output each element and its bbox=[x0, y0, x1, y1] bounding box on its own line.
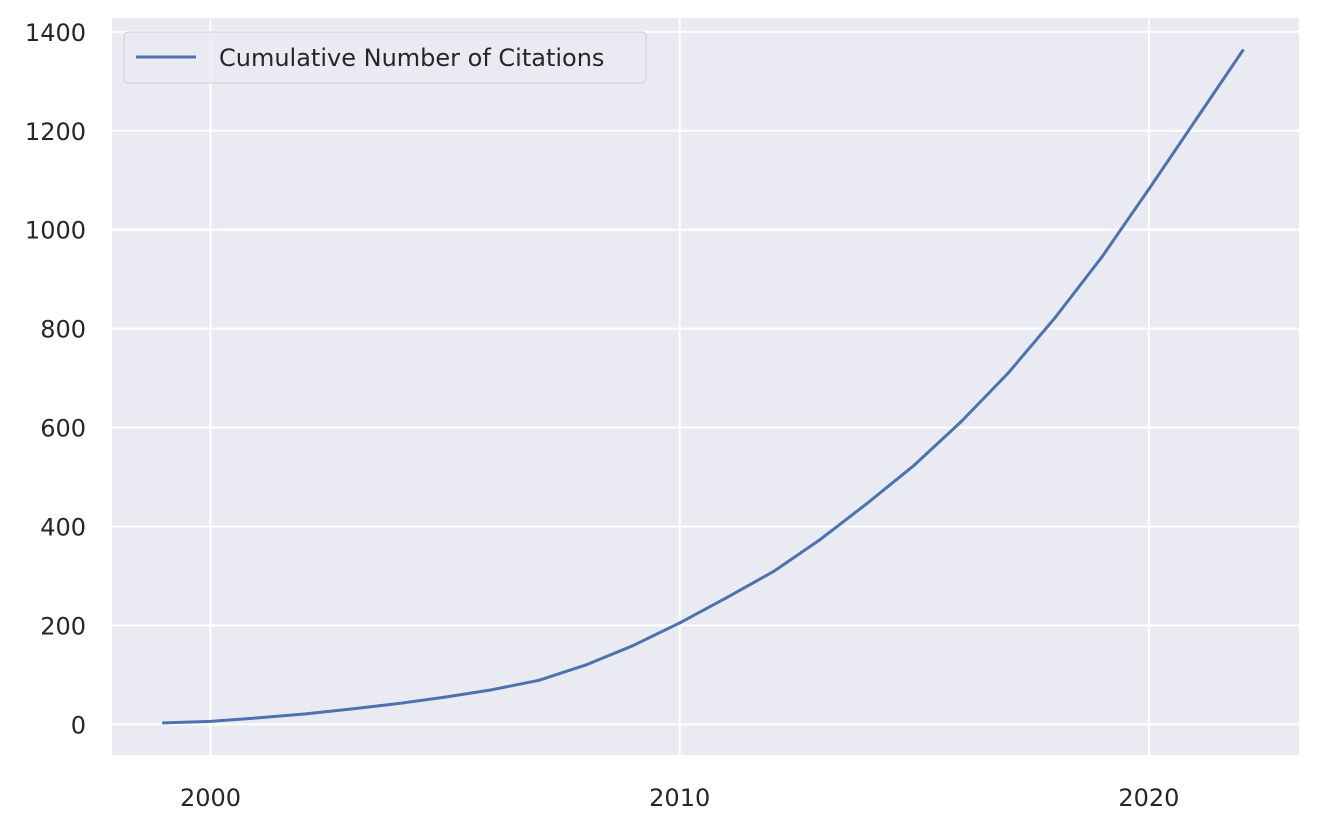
data-point bbox=[396, 702, 400, 706]
data-point bbox=[1241, 49, 1245, 53]
data-point bbox=[725, 596, 729, 600]
x-tick-label: 2020 bbox=[1118, 784, 1179, 812]
x-tick-label: 2010 bbox=[649, 784, 710, 812]
y-tick-label: 800 bbox=[40, 316, 86, 344]
data-point bbox=[162, 721, 166, 725]
data-point bbox=[537, 678, 541, 682]
data-point bbox=[1147, 187, 1151, 191]
legend: Cumulative Number of Citations bbox=[123, 31, 647, 84]
series-line bbox=[162, 49, 1245, 725]
y-tick-label: 600 bbox=[40, 415, 86, 443]
data-point bbox=[772, 569, 776, 573]
y-tick-label: 1200 bbox=[25, 118, 86, 146]
y-tick-label: 0 bbox=[71, 711, 86, 739]
y-tick-label: 200 bbox=[40, 612, 86, 640]
data-point bbox=[443, 695, 447, 699]
x-axis-ticks: 2000 2010 2020 bbox=[180, 784, 1179, 812]
legend-label: Cumulative Number of Citations bbox=[219, 44, 604, 72]
data-point bbox=[490, 688, 494, 692]
data-point bbox=[302, 712, 306, 716]
data-point bbox=[959, 420, 963, 424]
data-point bbox=[865, 501, 869, 505]
series-layer bbox=[162, 49, 1245, 725]
data-point bbox=[255, 716, 259, 720]
plot-area bbox=[112, 18, 1299, 755]
y-tick-label: 1400 bbox=[25, 19, 86, 47]
data-point bbox=[1194, 118, 1198, 122]
data-point bbox=[584, 663, 588, 667]
x-tick-label: 2000 bbox=[180, 784, 241, 812]
data-point bbox=[818, 537, 822, 541]
data-point bbox=[678, 621, 682, 625]
legend-box bbox=[123, 31, 647, 84]
data-point bbox=[912, 463, 916, 467]
y-tick-label: 400 bbox=[40, 513, 86, 541]
data-point bbox=[1006, 371, 1010, 375]
y-tick-label: 1000 bbox=[25, 217, 86, 245]
data-point bbox=[349, 707, 353, 711]
data-point bbox=[1053, 316, 1057, 320]
data-point bbox=[209, 719, 213, 723]
data-point bbox=[631, 644, 635, 648]
y-axis-ticks: 0 200 400 600 800 1000 1200 1400 bbox=[25, 19, 86, 739]
data-point bbox=[1100, 255, 1104, 259]
